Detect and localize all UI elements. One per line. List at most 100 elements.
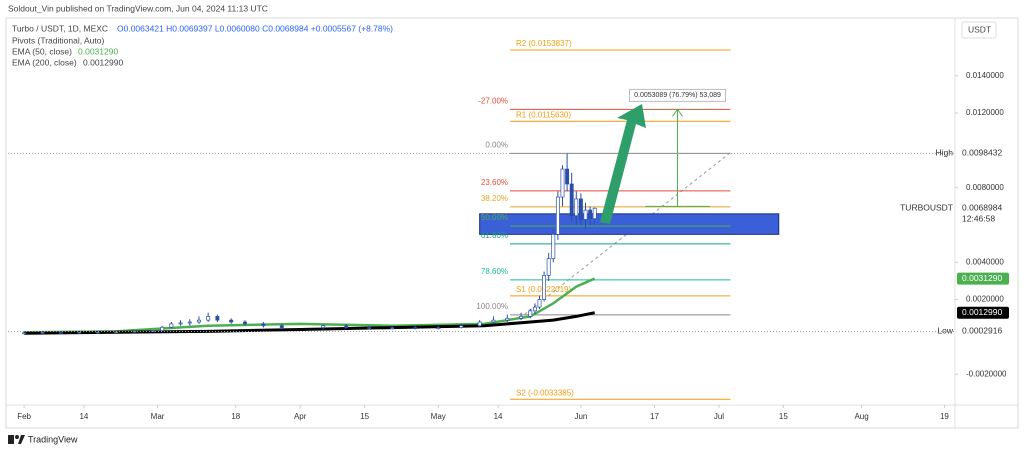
candle-body <box>413 327 418 329</box>
fib-label: 100.00% <box>476 302 508 311</box>
candle-body <box>279 325 284 328</box>
price-label-box <box>957 325 1009 338</box>
price-label-box <box>957 147 1009 160</box>
x-tick-label: Apr <box>294 412 307 421</box>
symbol: Turbo / USDT, 1D, MEXC <box>12 23 108 33</box>
candle-body <box>569 183 574 217</box>
pivots-legend: Pivots (Traditional, Auto) <box>12 35 104 45</box>
forecast-arrow <box>600 104 646 224</box>
candle-body <box>537 299 542 308</box>
ema50-value: 0.0031290 <box>78 46 118 56</box>
candle-body <box>578 198 583 220</box>
zone <box>479 213 780 235</box>
candle-body <box>261 323 266 327</box>
countdown: 12:46:58 <box>962 214 995 224</box>
candle-body <box>505 317 510 321</box>
candle-body <box>551 233 556 259</box>
candle-body <box>459 325 464 328</box>
y-tick-label: -0.0020000 <box>966 369 1007 378</box>
ema200-value: 0.0012990 <box>83 57 123 67</box>
logo <box>18 435 25 444</box>
ema200-legend: EMA (200, close) <box>12 57 77 67</box>
pivot-label: R1 (0.0115630) <box>516 110 571 119</box>
frame <box>5 17 1019 429</box>
candle-body <box>95 331 100 334</box>
candle-body <box>574 198 579 217</box>
x-tick-label: Mar <box>151 412 165 421</box>
x-tick-label: Feb <box>17 412 31 421</box>
y-tick-label: 0.0080000 <box>966 183 1004 192</box>
fib-label: 38.20% <box>481 194 508 203</box>
fib-label: 61.80% <box>481 231 508 240</box>
price-label: 0.0098432 <box>962 148 1002 158</box>
candle-body <box>555 196 560 235</box>
brand: TradingView <box>28 434 78 444</box>
candle-body <box>169 323 174 328</box>
price-label: 0.0068984 <box>962 203 1002 213</box>
price-label: 0.0002916 <box>962 326 1002 336</box>
x-tick-label: 14 <box>494 412 503 421</box>
candle-body <box>390 327 395 329</box>
candle-body <box>344 325 349 328</box>
candle-body <box>542 275 547 300</box>
x-tick-label: Jul <box>714 412 724 421</box>
y-tick-label: 0.0020000 <box>966 295 1004 304</box>
fib-label: -27.00% <box>478 96 508 105</box>
candle-body <box>77 331 82 334</box>
candle-body <box>321 325 326 328</box>
candle-body <box>560 168 565 198</box>
published: Soldout_Vin published on TradingView.com… <box>8 3 268 13</box>
pivot-label: S2 (-0.0033385) <box>516 388 574 397</box>
candle-body <box>565 168 570 185</box>
y-tick-label: 0.0140000 <box>966 71 1004 80</box>
price-label: 0.0031290 <box>962 273 1002 283</box>
ohlc: O0.0063421 H0.0069397 L0.0060080 C0.0068… <box>117 23 393 33</box>
candle-body <box>436 327 441 329</box>
candle-body <box>197 319 201 323</box>
candle-body <box>229 319 234 323</box>
measure-arrowhead <box>672 108 683 117</box>
currency[interactable]: USDT <box>968 24 991 34</box>
x-tick-label: Jun <box>574 412 587 421</box>
ema-line <box>24 311 595 335</box>
measure-box <box>629 88 727 102</box>
x-tick-label: 18 <box>231 412 240 421</box>
x-tick-label: 19 <box>940 412 949 421</box>
price-tag: High <box>936 148 954 158</box>
x-tick-label: 15 <box>360 412 369 421</box>
candle-body <box>519 316 524 319</box>
currency-box[interactable] <box>961 21 997 39</box>
fib-label: 23.60% <box>481 178 508 187</box>
fib-label: 0.00% <box>485 140 508 149</box>
y-tick-label: 0.0120000 <box>966 108 1004 117</box>
footer: TradingView <box>8 434 78 444</box>
fib-label: 50.00% <box>481 213 508 222</box>
logo <box>15 435 19 439</box>
candle-body <box>491 319 496 323</box>
price-label-box <box>957 306 1009 319</box>
x-tick-label: Aug <box>854 412 868 421</box>
price-tag: Low <box>937 326 953 336</box>
y-tick-label: 0.0040000 <box>966 257 1004 266</box>
x-tick-label: 14 <box>79 412 88 421</box>
candle-body <box>477 321 482 327</box>
candle-body <box>588 209 593 219</box>
fib-label: 78.60% <box>481 267 508 276</box>
candle-body <box>532 306 537 312</box>
candle-body <box>592 207 597 219</box>
measure-label: 0.0053089 (76.79%) 53,089 <box>634 92 721 99</box>
pivot-label: R2 (0.0153837) <box>516 39 572 48</box>
candle-body <box>58 332 63 334</box>
candle-body <box>206 316 211 321</box>
candle-body <box>546 258 551 276</box>
price-label: 0.0012990 <box>962 307 1002 317</box>
trend-line <box>519 152 731 319</box>
ema50-legend: EMA (50, close) <box>12 46 72 56</box>
candle-body <box>367 327 372 329</box>
price-label-box <box>957 202 1009 215</box>
price-label-box <box>957 272 1009 285</box>
price-tag: TURBOUSDT <box>900 203 953 213</box>
candle-body <box>243 321 247 325</box>
